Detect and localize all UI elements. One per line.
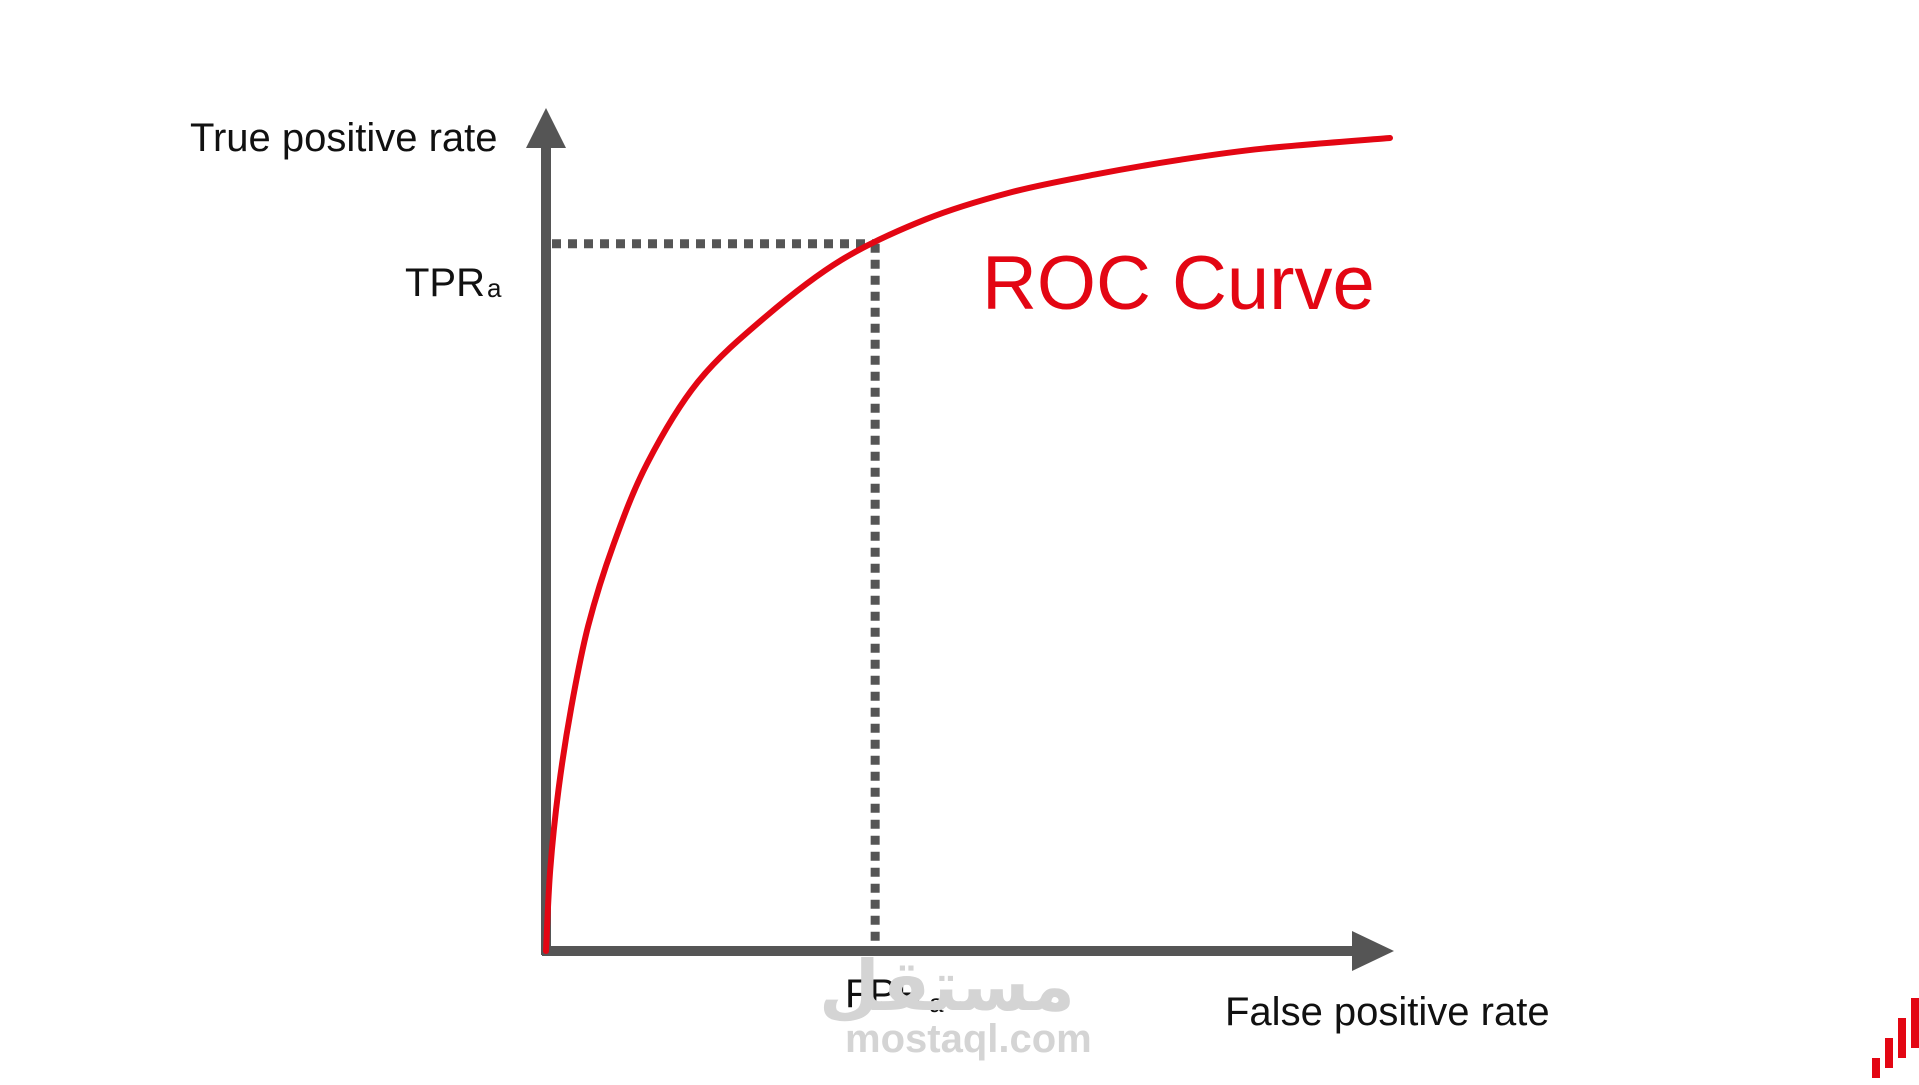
x-axis-arrow-icon: [1352, 931, 1394, 971]
logo-bar-1: [1872, 1058, 1880, 1078]
watermark-arabic: مستقل: [819, 947, 1075, 1025]
x-axis-label: False positive rate: [1225, 990, 1550, 1034]
y-axis-label: True positive rate: [190, 116, 498, 160]
fpr-marker-subscript: a: [929, 988, 944, 1018]
logo-bar-3: [1898, 1018, 1906, 1058]
tpr-marker-label: TPR: [405, 261, 485, 305]
fpr-marker-label: FPR: [845, 972, 925, 1016]
y-axis-arrow-icon: [526, 108, 566, 148]
series-label-roc-curve: ROC Curve: [982, 241, 1375, 326]
bar-chart-icon: [1872, 998, 1919, 1078]
logo-bar-4: [1911, 998, 1919, 1048]
tpr-marker-subscript: a: [487, 273, 502, 303]
roc-curve-line: [543, 135, 1393, 954]
watermark-latin: mostaql.com: [845, 1017, 1092, 1061]
logo-bar-2: [1885, 1038, 1893, 1068]
